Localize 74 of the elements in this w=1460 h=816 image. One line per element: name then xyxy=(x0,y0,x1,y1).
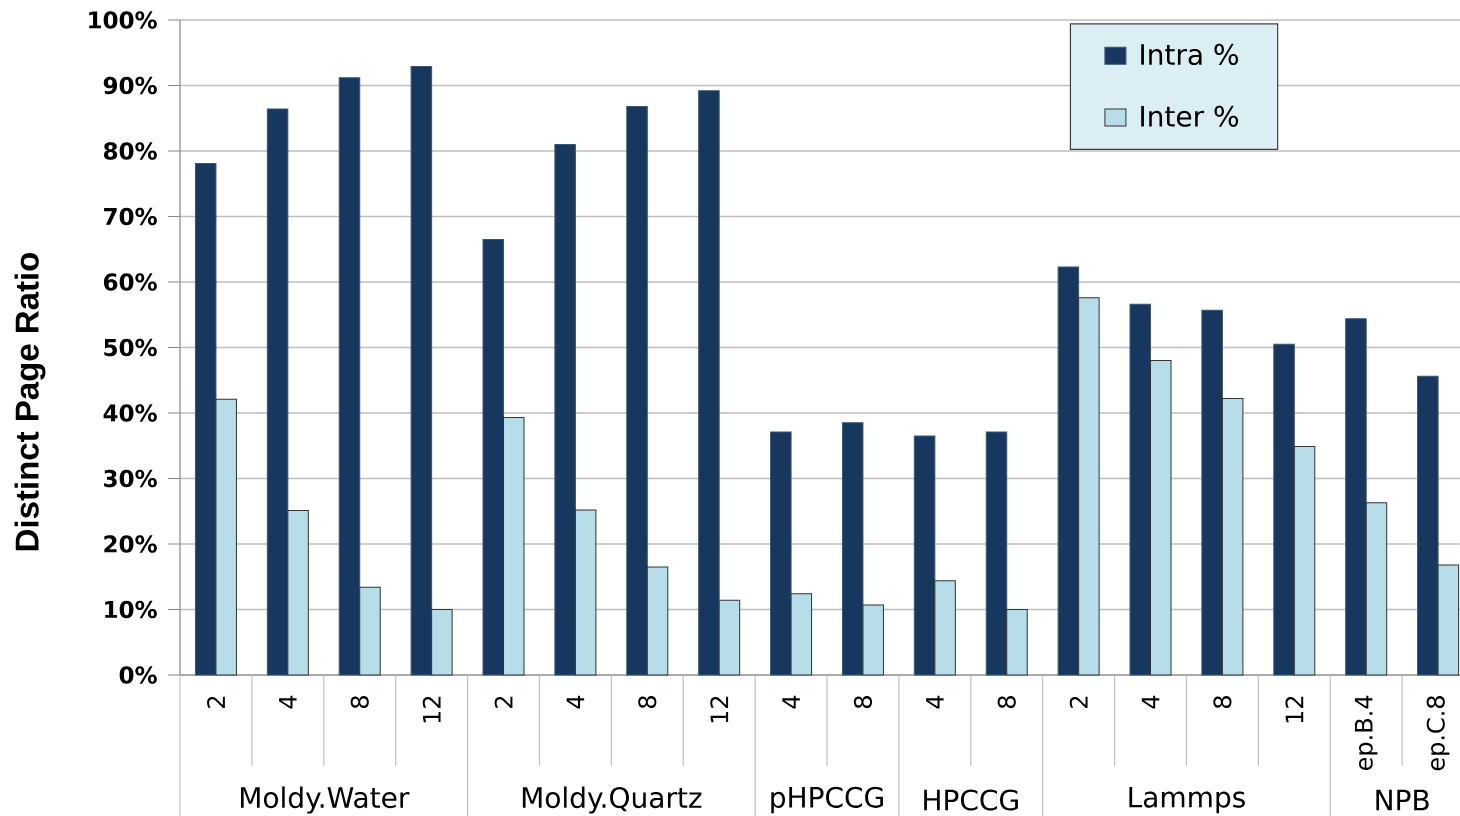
x-tick-label: 2 xyxy=(1069,696,1088,708)
bar xyxy=(913,435,936,676)
bar xyxy=(770,431,792,676)
bar xyxy=(266,108,289,676)
y-tick-label: 30% xyxy=(104,469,157,488)
bar xyxy=(718,599,741,676)
bar xyxy=(790,593,813,676)
bar xyxy=(431,609,453,676)
y-tick-label: 60% xyxy=(103,273,157,291)
text: Moldy.Quartz xyxy=(522,786,702,814)
bar xyxy=(503,417,525,676)
text: NPB xyxy=(1376,789,1429,811)
y-tick-label: 100% xyxy=(89,11,157,29)
x-tick-label: 8 xyxy=(997,696,1016,709)
bar xyxy=(646,566,669,676)
bar xyxy=(985,431,1008,676)
y-tick-label: 80% xyxy=(103,142,157,160)
bar xyxy=(1129,303,1152,676)
bar xyxy=(482,238,505,676)
bar xyxy=(1293,445,1316,676)
y-tick-label: 0% xyxy=(119,666,157,684)
y-tick-label: 50% xyxy=(104,338,157,357)
bar xyxy=(194,162,217,676)
x-tick-label: 12 xyxy=(710,696,729,723)
y-tick-label: 10% xyxy=(105,600,157,619)
y-tick-label: 40% xyxy=(103,404,157,422)
legend-label: Inter % xyxy=(1141,105,1239,127)
bar xyxy=(1150,360,1172,676)
x-tick-label: 12 xyxy=(422,696,441,723)
x-tick-label: ep.C.8 xyxy=(1426,696,1450,771)
x-tick-label: ep.B.4 xyxy=(1354,695,1378,771)
bar xyxy=(862,604,884,676)
bar xyxy=(1221,398,1244,676)
bar xyxy=(934,580,956,676)
x-tick-label: 8 xyxy=(638,696,657,709)
x-tick-label: 12 xyxy=(1285,696,1304,723)
text: pHPCCG xyxy=(771,786,883,814)
x-tick-label: 8 xyxy=(350,696,369,709)
x-tick-label: 4 xyxy=(566,695,585,709)
x-tick-label: 8 xyxy=(1213,696,1232,709)
x-tick-label: 4 xyxy=(279,695,297,709)
x-tick-label: 4 xyxy=(782,695,800,709)
bar xyxy=(359,586,381,676)
bar xyxy=(1078,297,1100,676)
legend-label: Intra % xyxy=(1141,43,1239,66)
bar xyxy=(1201,309,1223,676)
bar xyxy=(1006,609,1028,676)
x-tick-label: 2 xyxy=(494,696,513,708)
bar xyxy=(698,90,720,676)
bar xyxy=(1417,375,1439,676)
bar xyxy=(410,66,433,676)
bar xyxy=(1057,266,1080,676)
y-tick-label: 20% xyxy=(104,535,157,553)
bar xyxy=(841,422,864,676)
bar xyxy=(338,77,361,676)
bar xyxy=(554,143,576,676)
bar xyxy=(1273,343,1295,676)
bar xyxy=(1365,502,1388,676)
bar xyxy=(574,509,597,676)
bar xyxy=(1345,318,1367,676)
x-tick-label: 4 xyxy=(1141,695,1160,709)
text: Lammps xyxy=(1129,786,1245,814)
text: Moldy.Water xyxy=(241,786,410,814)
bar xyxy=(215,398,237,676)
text: HPCCG xyxy=(924,789,1018,811)
y-axis-title: Distinct Page Ratio xyxy=(14,252,46,551)
x-tick-label: 4 xyxy=(926,695,944,709)
x-tick-label: 8 xyxy=(853,696,873,709)
x-tick-label: 2 xyxy=(207,696,225,708)
bar xyxy=(287,510,309,676)
y-tick-label: 70% xyxy=(104,207,157,226)
bar xyxy=(1437,564,1460,676)
bar xyxy=(626,105,648,676)
y-tick-label: 90% xyxy=(103,76,157,95)
